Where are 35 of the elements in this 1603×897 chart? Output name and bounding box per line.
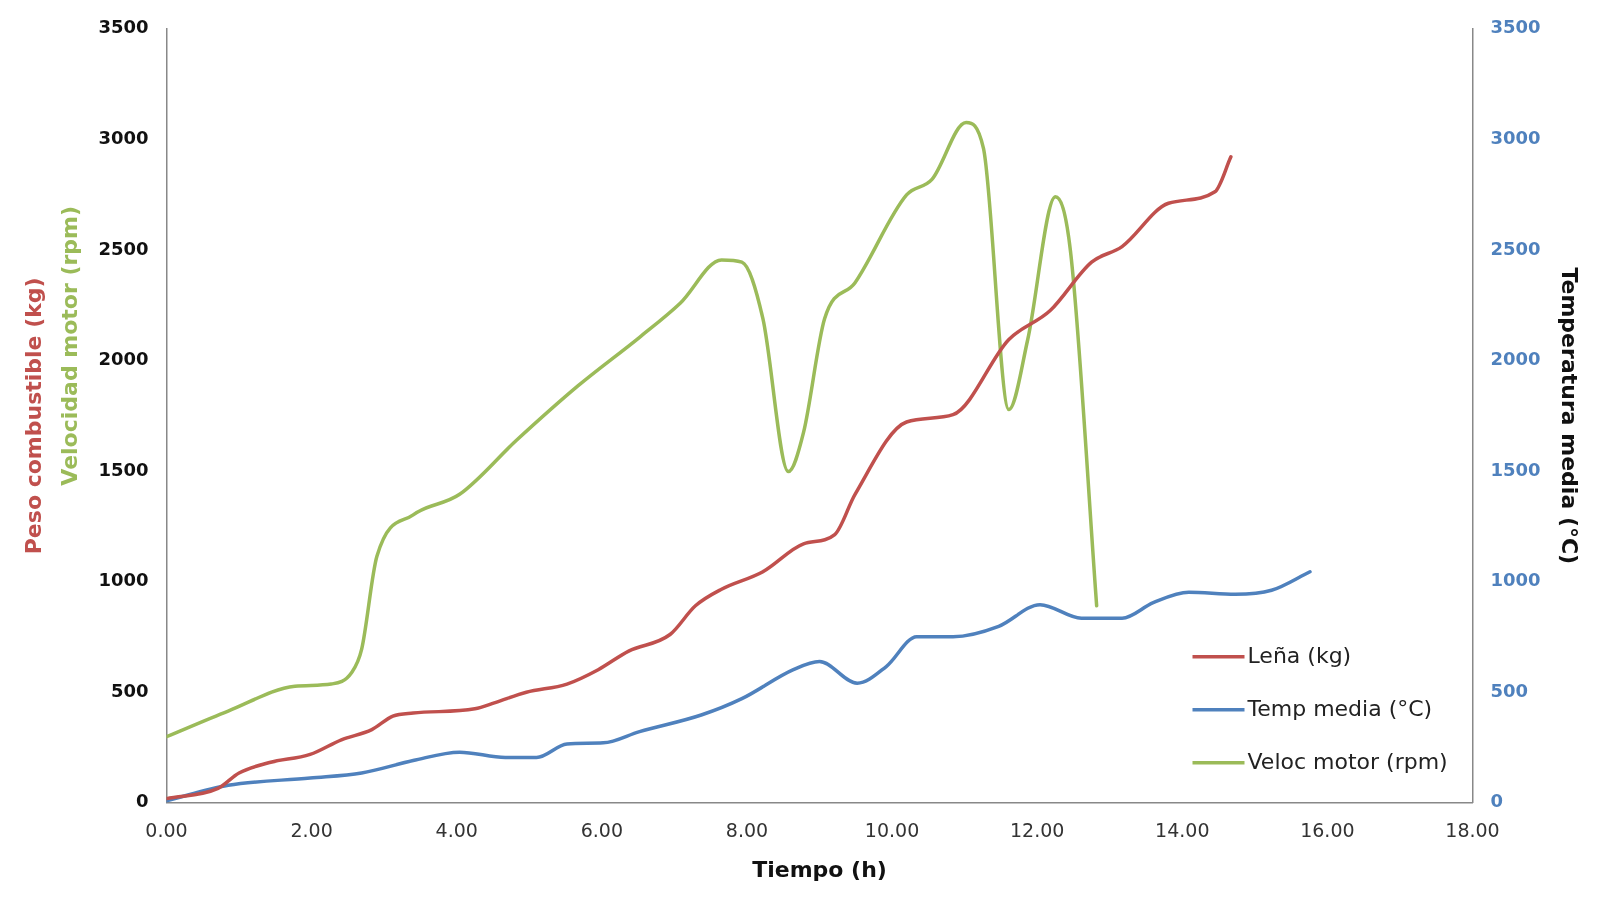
y-tick-label: 500 <box>110 679 149 701</box>
y2-tick-label: 500 <box>1490 679 1529 701</box>
line-series <box>166 120 1099 739</box>
y-tick-label: 3000 <box>98 127 149 149</box>
x-tick-label: 14.00 <box>1155 819 1210 842</box>
x-tick-label: 10.00 <box>864 819 920 842</box>
y2-tick-label: 1000 <box>1490 569 1541 591</box>
y2-tick-label: 0 <box>1490 790 1504 812</box>
y-tick-label: 2500 <box>98 237 149 259</box>
y2-tick-label: 2500 <box>1490 237 1541 259</box>
y-tick-label: 3500 <box>98 16 149 38</box>
x-tick-label: 2.00 <box>290 819 333 842</box>
x-tick-label: 12.00 <box>1009 819 1065 842</box>
x-tick-label: 4.00 <box>435 819 478 842</box>
x-tick-label: 18.00 <box>1445 819 1500 842</box>
legend-label: Veloc motor (rpm) <box>1247 748 1448 774</box>
y-tick-label: 0 <box>135 790 149 812</box>
y2-axis-title: Temperatura media (°C) <box>1557 267 1583 565</box>
x-tick-label: 0.00 <box>145 819 188 842</box>
text: Velocidad motor (rpm) <box>57 205 83 486</box>
y2-tick-label: 1500 <box>1490 458 1541 480</box>
legend-label: Leña (kg) <box>1247 642 1352 668</box>
y-tick-label: 1000 <box>98 569 149 591</box>
line-series <box>166 155 1233 801</box>
x-axis-title: Tiempo (h) <box>752 856 887 882</box>
x-tick-label: 16.00 <box>1300 819 1355 842</box>
y-tick-label: 1500 <box>98 458 149 480</box>
y2-tick-label: 3500 <box>1490 16 1541 38</box>
x-tick-label: 6.00 <box>580 819 623 842</box>
y2-tick-label: 2000 <box>1490 348 1541 370</box>
y-tick-label: 2000 <box>98 348 149 370</box>
y2-tick-label: 3000 <box>1490 127 1541 149</box>
y-axis-title: Peso combustible (kg) <box>20 277 46 555</box>
x-tick-label: 8.00 <box>725 819 769 842</box>
legend-label: Temp media (°C) <box>1246 695 1433 721</box>
